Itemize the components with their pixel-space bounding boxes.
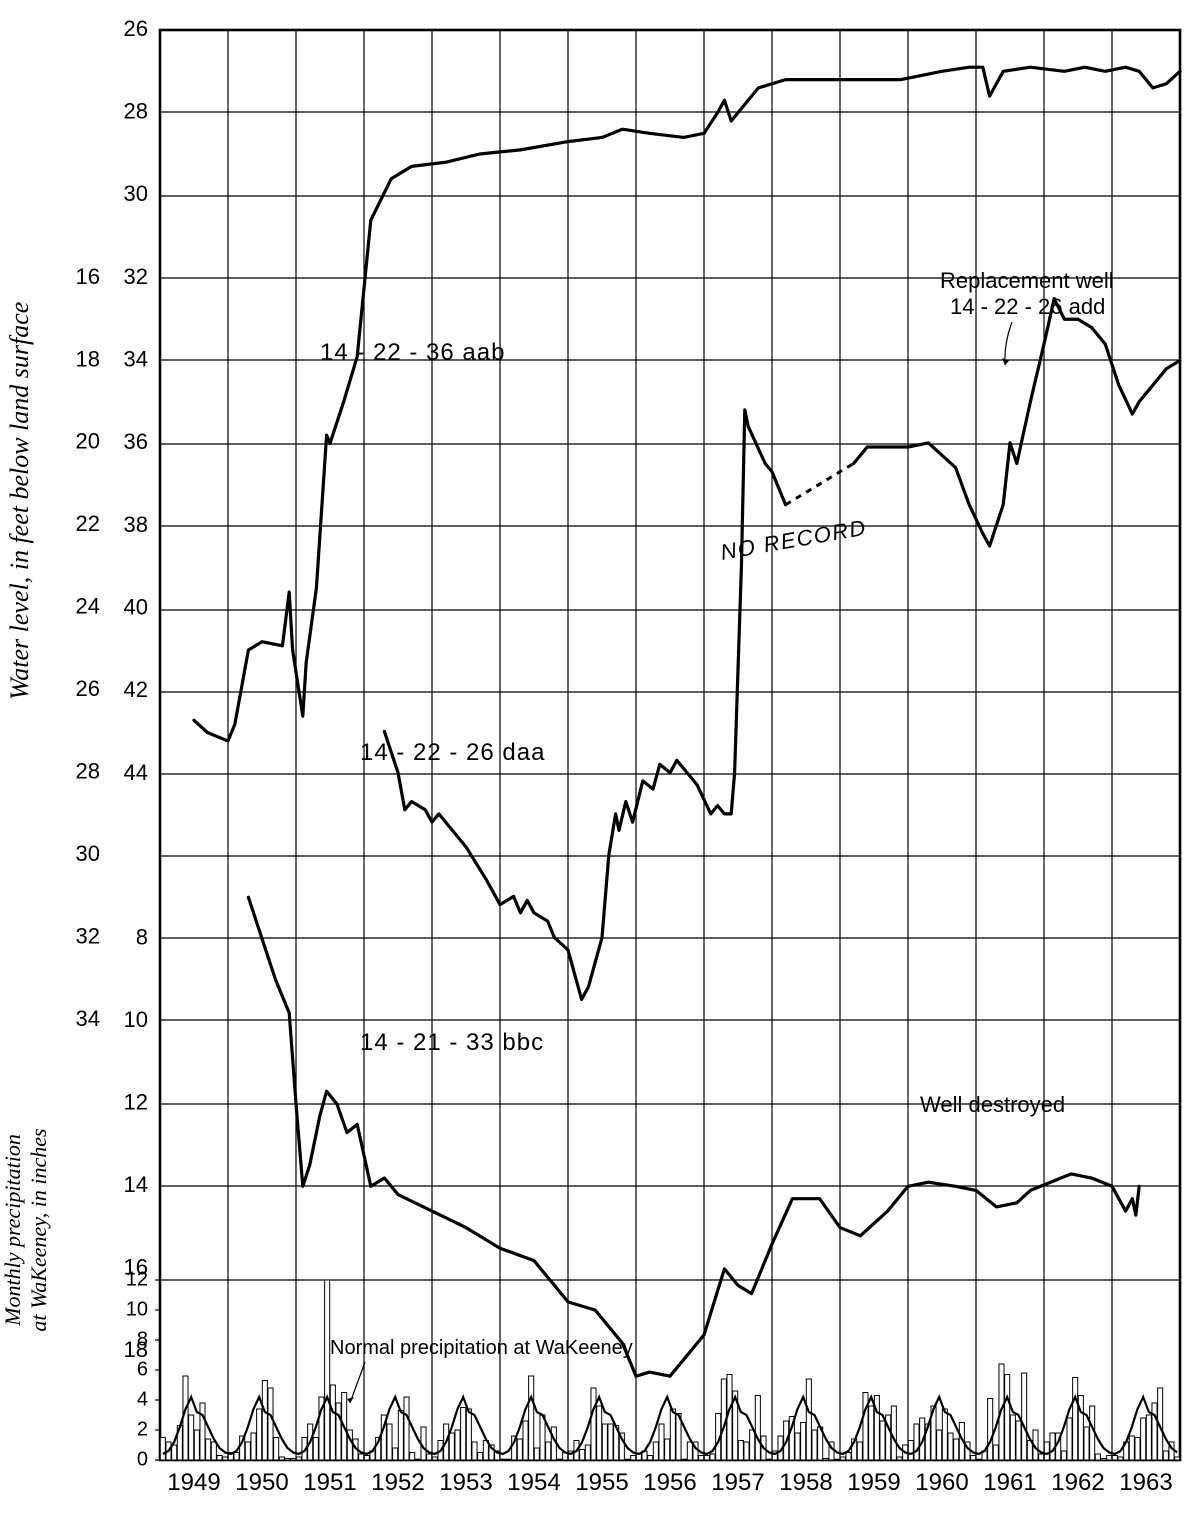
svg-text:10: 10 [126,1298,148,1320]
svg-text:10: 10 [124,1007,148,1032]
svg-text:1956: 1956 [643,1469,696,1496]
svg-text:18: 18 [76,346,100,371]
svg-text:34: 34 [124,346,148,371]
svg-text:24: 24 [76,594,100,619]
series-14 - 21 - 33 bbc [248,897,1139,1376]
svg-text:1953: 1953 [439,1469,492,1496]
svg-text:32: 32 [124,264,148,289]
series-label-aab: 14 - 22 - 36 aab [320,339,505,366]
svg-text:1949: 1949 [167,1469,220,1496]
svg-text:1957: 1957 [711,1469,764,1496]
svg-text:28: 28 [76,758,100,783]
replacement-well-label: Replacement well [940,268,1114,293]
grid [160,30,1180,1460]
svg-text:1952: 1952 [371,1469,424,1496]
well-destroyed-label: Well destroyed [920,1092,1065,1117]
svg-text:36: 36 [124,429,148,454]
svg-text:8: 8 [136,924,148,949]
normal-precip-label: Normal precipitation at WaKeeney [330,1337,633,1359]
svg-text:40: 40 [124,594,148,619]
svg-text:26: 26 [124,16,148,41]
svg-text:0: 0 [137,1448,148,1470]
svg-text:32: 32 [76,923,100,948]
svg-text:4: 4 [137,1388,148,1410]
svg-text:1962: 1962 [1051,1469,1104,1496]
tick-labels: 2628303234363840424416182022242628303234… [76,16,1173,1496]
y-axis-precip-label: Monthly precipitation at WaKeeney, in in… [0,1100,52,1360]
svg-text:6: 6 [137,1358,148,1380]
svg-text:1955: 1955 [575,1469,628,1496]
series-label-bbc: 14 - 21 - 33 bbc [360,1029,544,1056]
svg-text:42: 42 [124,677,148,702]
hydrograph-chart: 2628303234363840424416182022242628303234… [0,0,1200,1529]
svg-text:28: 28 [124,98,148,123]
svg-text:14: 14 [124,1172,148,1197]
svg-text:12: 12 [126,1268,148,1290]
svg-text:44: 44 [124,760,148,785]
svg-text:1958: 1958 [779,1469,832,1496]
series-label-daa: 14 - 22 - 26 daa [360,739,545,766]
svg-text:1960: 1960 [915,1469,968,1496]
series-14 - 22 - 26 daa [384,299,1054,1000]
svg-text:2: 2 [137,1418,148,1440]
svg-text:1959: 1959 [847,1469,900,1496]
svg-text:1954: 1954 [507,1469,560,1496]
svg-text:1950: 1950 [235,1469,288,1496]
svg-text:14 - 22 - 26 add: 14 - 22 - 26 add [950,294,1105,319]
svg-text:8: 8 [137,1328,148,1350]
svg-text:26: 26 [76,676,100,701]
svg-text:1951: 1951 [303,1469,356,1496]
chart-svg: 2628303234363840424416182022242628303234… [0,0,1200,1529]
series-14 - 22 - 36 aab [194,67,1180,741]
svg-text:16: 16 [76,264,100,289]
svg-text:34: 34 [76,1006,100,1031]
svg-text:30: 30 [124,181,148,206]
svg-text:1961: 1961 [983,1469,1036,1496]
svg-text:12: 12 [124,1090,148,1115]
y-axis-water-level-label: Water level, in feet below land surface [5,302,35,700]
svg-text:20: 20 [76,429,100,454]
svg-text:22: 22 [76,511,100,536]
svg-text:1963: 1963 [1119,1469,1172,1496]
svg-text:30: 30 [76,841,100,866]
svg-text:38: 38 [124,512,148,537]
